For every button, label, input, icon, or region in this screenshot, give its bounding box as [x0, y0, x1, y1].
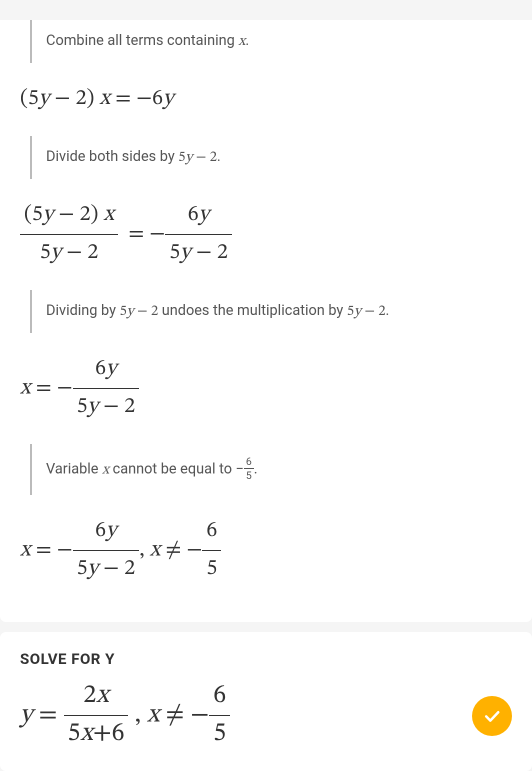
- explain-text: .: [254, 460, 258, 477]
- explain-text: .: [245, 32, 249, 49]
- checkmark-icon: [482, 706, 502, 726]
- numerator: 6: [209, 680, 230, 716]
- solve-for-y-card: SOLVE FOR Y y = 2x 5x+6 , x ≠ − 6 5: [0, 632, 532, 771]
- explain-text: .: [386, 302, 390, 319]
- solve-row: y = 2x 5x+6 , x ≠ − 6 5: [20, 680, 512, 751]
- numerator: 6: [202, 515, 221, 551]
- denominator: 5y − 2: [73, 551, 140, 586]
- fraction: (5y − 2) x 5y − 2: [20, 199, 118, 270]
- numerator: 2x: [64, 680, 129, 716]
- numerator: 6: [244, 455, 254, 469]
- denominator: 5y − 2: [73, 389, 140, 424]
- denominator: 5: [209, 716, 230, 751]
- explain-text: cannot be equal to: [109, 460, 236, 477]
- solution-steps-card: Combine all terms containing x. (5y − 2)…: [0, 20, 532, 622]
- denominator: 5: [244, 469, 254, 482]
- fraction: 2x 5x+6: [64, 680, 129, 751]
- explain-text: Divide both sides by: [46, 148, 178, 165]
- denominator: 5: [202, 551, 221, 586]
- explain-text: Dividing by: [46, 302, 120, 319]
- numerator: 6y: [73, 515, 140, 551]
- step-explanation: Variable x cannot be equal to −65.: [30, 444, 512, 495]
- fraction: 6y 5y − 2: [73, 353, 140, 424]
- step-explanation: Divide both sides by 5y − 2.: [30, 136, 512, 179]
- explain-var: 5y − 2: [347, 305, 386, 319]
- explain-text: undoes the multiplication by: [158, 302, 347, 319]
- section-title: SOLVE FOR Y: [20, 650, 512, 668]
- explain-text: .: [217, 148, 221, 165]
- explain-text: Combine all terms containing: [46, 32, 238, 49]
- explain-text: Variable: [46, 460, 102, 477]
- explain-var: 5y − 2: [178, 151, 217, 165]
- denominator: 5y − 2: [165, 235, 232, 270]
- verify-button[interactable]: [472, 696, 512, 736]
- numerator: 6y: [73, 353, 140, 389]
- fraction: 6 5: [202, 515, 221, 586]
- step-equation: (5y − 2) x = −6y: [20, 83, 512, 116]
- denominator: 5x+6: [64, 716, 129, 751]
- fraction: 6 5: [209, 680, 230, 751]
- solve-equation: y = 2x 5x+6 , x ≠ − 6 5: [20, 680, 230, 751]
- explain-var: 5y − 2: [120, 305, 159, 319]
- denominator: 5y − 2: [20, 235, 118, 270]
- step-equation: (5y − 2) x 5y − 2 = − 6y 5y − 2: [20, 199, 512, 270]
- step-explanation: Combine all terms containing x.: [30, 20, 512, 63]
- fraction: 6y 5y − 2: [165, 199, 232, 270]
- step-equation-final: x = − 6y 5y − 2 , x ≠ − 6 5: [20, 515, 512, 586]
- step-equation: x = − 6y 5y − 2: [20, 353, 512, 424]
- numerator: (5y − 2) x: [20, 199, 118, 235]
- step-explanation: Dividing by 5y − 2 undoes the multiplica…: [30, 290, 512, 333]
- small-fraction: 65: [244, 455, 254, 482]
- explain-var: x: [102, 463, 109, 477]
- fraction: 6y 5y − 2: [73, 515, 140, 586]
- numerator: 6y: [165, 199, 232, 235]
